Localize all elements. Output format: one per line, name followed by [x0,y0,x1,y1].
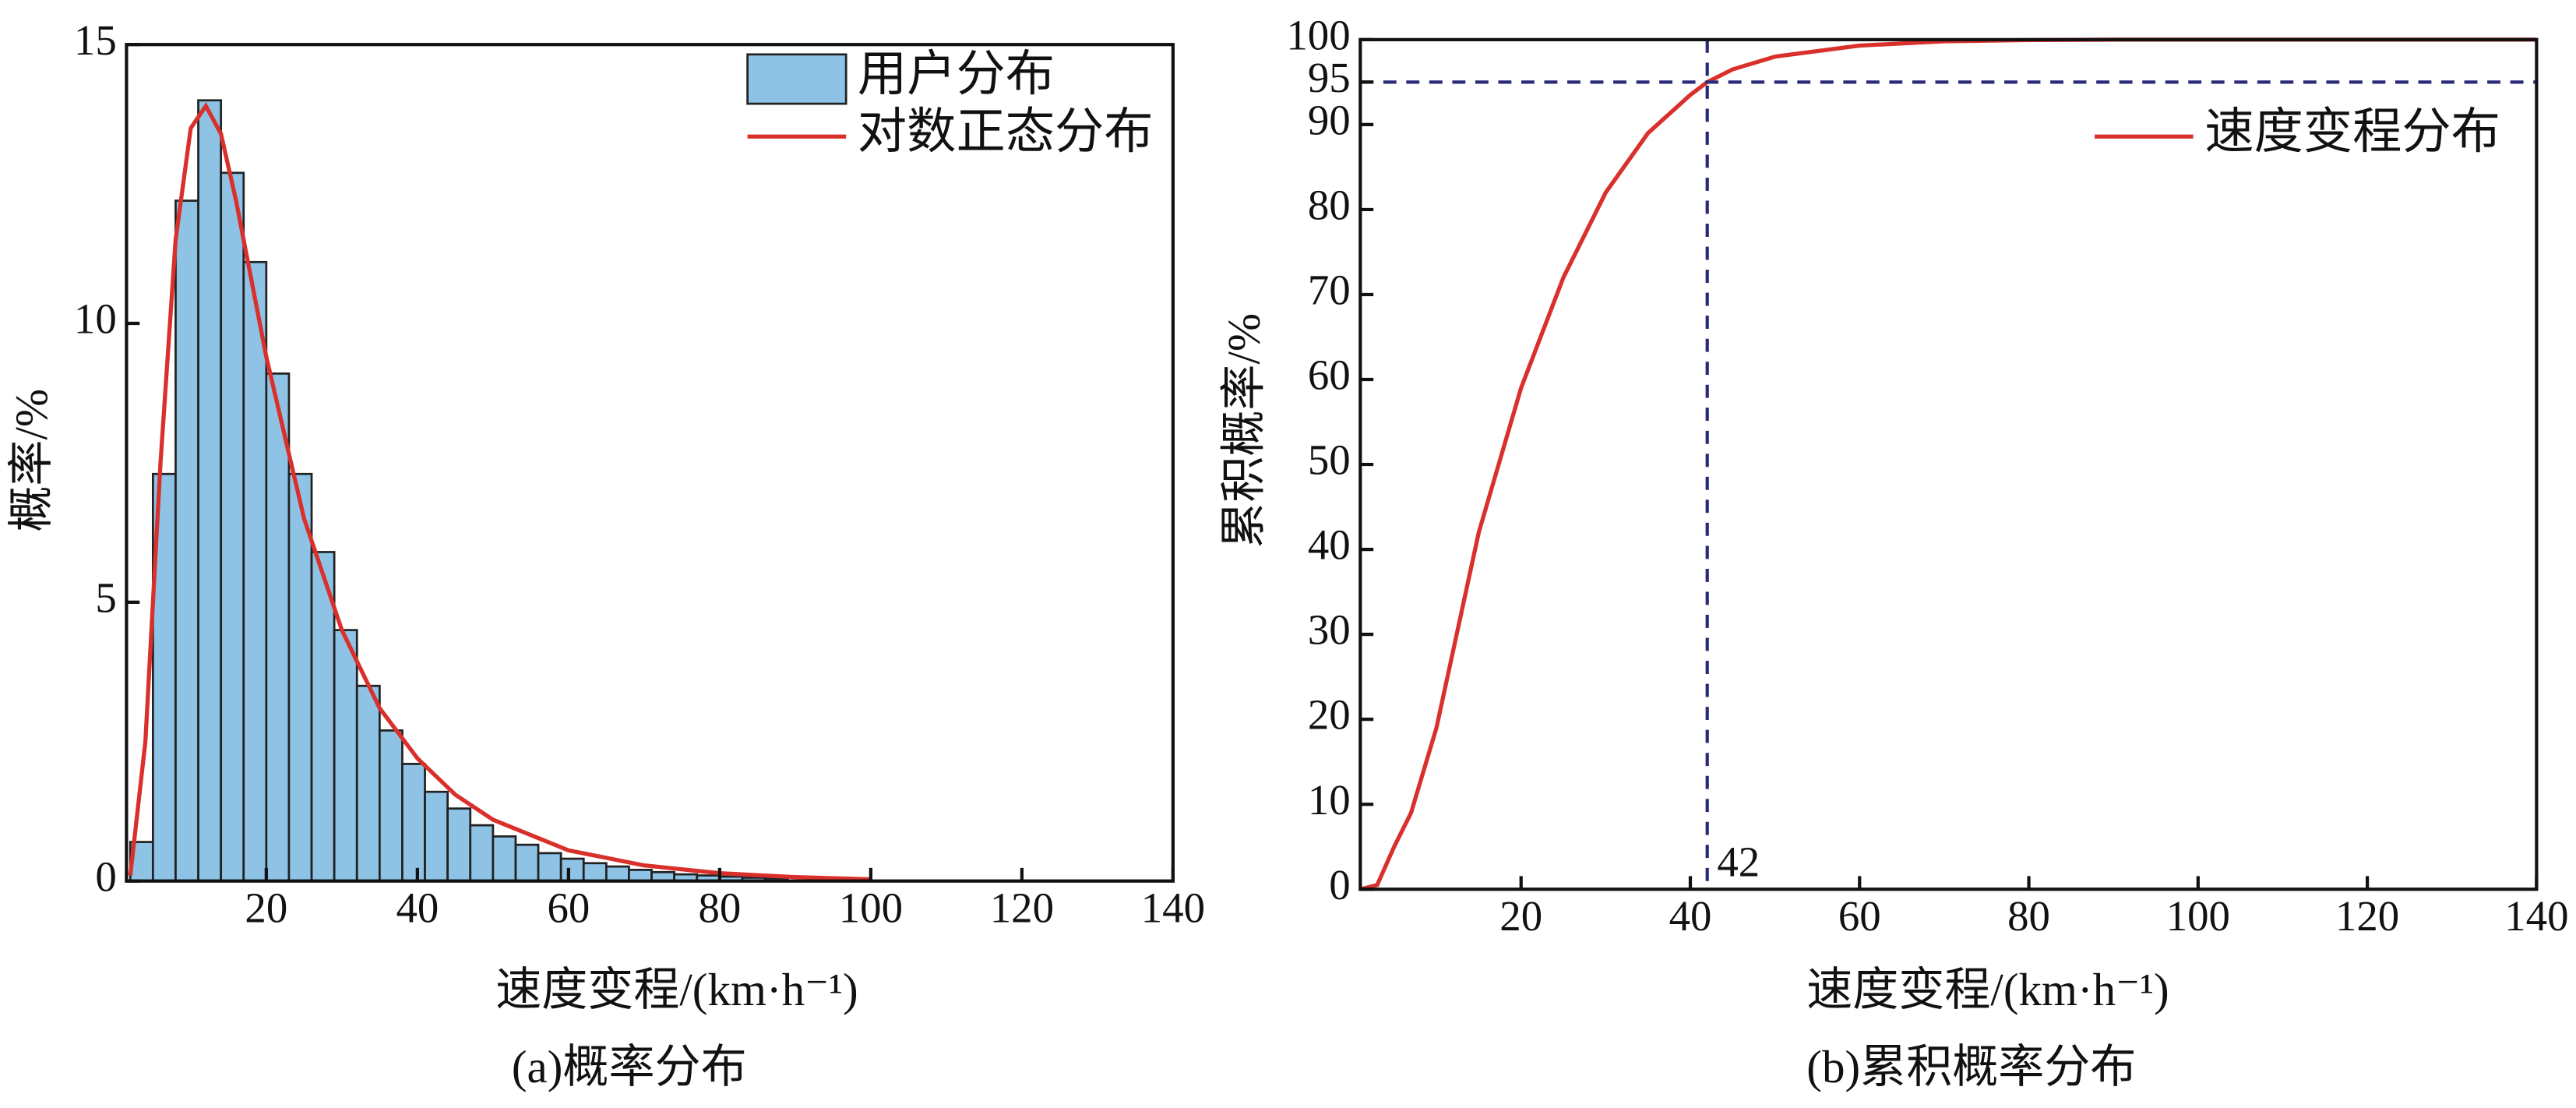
legend-swatch [746,53,848,105]
line [1359,37,2537,891]
bar [537,852,562,883]
y-axis-label: 累积概率/% [1218,313,1269,549]
bar [514,843,540,883]
y-tick-label: 0 [95,852,116,900]
legend-label: 速度变程分布 [2204,104,2500,159]
y-tick-label: 60 [1308,351,1351,399]
caption: (a)概率分布 [512,1041,747,1092]
y-tick-label: 40 [1308,521,1351,569]
x-tick-label: 80 [2007,892,2050,940]
plot-frame [125,43,1175,883]
y-tick-label: 90 [1308,96,1351,143]
bar [582,862,608,883]
bar [242,260,268,883]
bar [424,790,449,883]
bar [355,684,381,883]
bar [378,729,403,883]
x-tick-label: 60 [1838,892,1881,940]
bar [197,99,223,883]
x-tick-label: 100 [2166,892,2230,940]
x-tick-label: 120 [990,884,1054,931]
bar [446,807,472,883]
x-axis-label: 速度变程/(km·h⁻¹) [1806,964,2169,1015]
y-tick-label: 70 [1308,266,1351,314]
bar [333,629,358,883]
y-tick-label: 100 [1286,11,1350,58]
x-tick-label: 100 [839,884,903,931]
bar [492,835,517,883]
caption: (b)累积概率分布 [1806,1041,2136,1092]
y-tick-label: 5 [95,573,116,621]
y-axis-label: 概率/% [5,389,57,532]
x-tick-label: 140 [2504,892,2568,940]
line [128,101,871,882]
plot-frame [1358,37,2539,891]
x-tick-label: 80 [698,884,741,931]
y-tick-label: 30 [1308,606,1351,654]
bar [628,869,653,883]
x-axis-label: 速度变程/(km·h⁻¹) [495,964,858,1015]
x-tick-label: 60 [547,884,590,931]
bar [469,824,495,883]
x-tick-label: 120 [2335,892,2399,940]
reference-label: 42 [1717,838,1760,885]
y-tick-label: 10 [1308,776,1351,824]
y-tick-label: 10 [74,295,117,343]
bar [604,865,630,883]
y-tick-label: 0 [1329,861,1350,909]
y-tick-label: 80 [1308,182,1351,229]
y-tick-label: 15 [74,16,117,64]
bar [265,372,291,883]
x-tick-label: 20 [1499,892,1542,940]
legend-label: 对数正态分布 [858,104,1154,159]
y-tick-label: 20 [1308,691,1351,739]
x-tick-label: 140 [1141,884,1205,931]
bar [559,857,585,883]
bar [174,199,199,883]
x-tick-label: 40 [396,884,439,931]
bar [220,171,245,883]
y-tick-label: 95 [1308,54,1351,101]
bar [401,763,426,883]
x-tick-label: 40 [1669,892,1712,940]
legend-label: 用户分布 [858,47,1055,101]
y-tick-label: 50 [1308,436,1351,484]
x-tick-label: 20 [245,884,287,931]
